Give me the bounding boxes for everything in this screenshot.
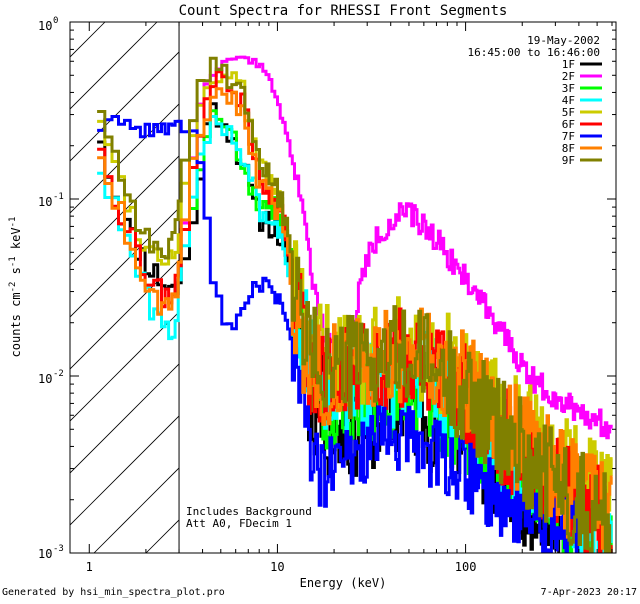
svg-text:0: 0: [53, 16, 58, 26]
footer-timestamp: 7-Apr-2023 20:17: [541, 587, 637, 598]
date-label: 19-May-2002: [527, 34, 600, 47]
svg-text:10: 10: [38, 372, 52, 386]
background-note: Includes Background: [186, 505, 312, 518]
y-tick-label-0.001: 10 -3: [38, 544, 64, 561]
series-lines: [97, 55, 613, 553]
legend-label-7F: 7F: [562, 130, 575, 143]
hatch-line: [70, 103, 180, 214]
svg-text:counts cm-2 s-1 keV-1: counts cm-2 s-1 keV-1: [8, 217, 23, 358]
time-range-label: 16:45:00 to 16:46:00: [468, 46, 600, 59]
x-axis-label: Energy (keV): [300, 576, 387, 590]
svg-text:-2: -2: [53, 369, 64, 379]
x-tick-label-10: 10: [270, 560, 284, 574]
y-tick-label-1: 10 0: [38, 16, 58, 33]
hatch-line: [70, 415, 180, 526]
svg-text:10: 10: [38, 19, 52, 33]
attenuator-note: Att A0, FDecim 1: [186, 517, 292, 530]
plot-frame: [69, 21, 617, 554]
svg-text:-1: -1: [53, 192, 64, 202]
series-line-9F: [97, 56, 612, 553]
hatch-line: [70, 259, 180, 370]
hatch-line: [70, 207, 180, 318]
series-line-2F: [181, 55, 613, 440]
y-tick-label-0.1: 10 -1: [38, 192, 64, 209]
legend-label-9F: 9F: [562, 154, 575, 167]
hatch-line: [70, 363, 180, 474]
legend-label-1F: 1F: [562, 58, 575, 71]
legend-label-6F: 6F: [562, 118, 575, 131]
hatch-line: [70, 51, 180, 162]
legend-label-3F: 3F: [562, 82, 575, 95]
legend-label-4F: 4F: [562, 94, 575, 107]
chart-title: Count Spectra for RHESSI Front Segments: [179, 3, 508, 19]
x-tick-label-100: 100: [455, 560, 477, 574]
svg-text:10: 10: [38, 547, 52, 561]
footer-generated-by: Generated by hsi_min_spectra_plot.pro: [2, 587, 225, 598]
svg-text:10: 10: [38, 195, 52, 209]
svg-text:-3: -3: [53, 544, 64, 554]
y-axis-label: counts cm-2 s-1 keV-1: [8, 217, 23, 358]
y-tick-label-0.01: 10 -2: [38, 369, 64, 386]
legend-label-8F: 8F: [562, 142, 575, 155]
legend-label-2F: 2F: [562, 70, 575, 83]
axis-ticks: [70, 21, 616, 554]
x-tick-label-1: 1: [86, 560, 93, 574]
legend-label-5F: 5F: [562, 106, 575, 119]
series-line-7F: [97, 115, 580, 553]
